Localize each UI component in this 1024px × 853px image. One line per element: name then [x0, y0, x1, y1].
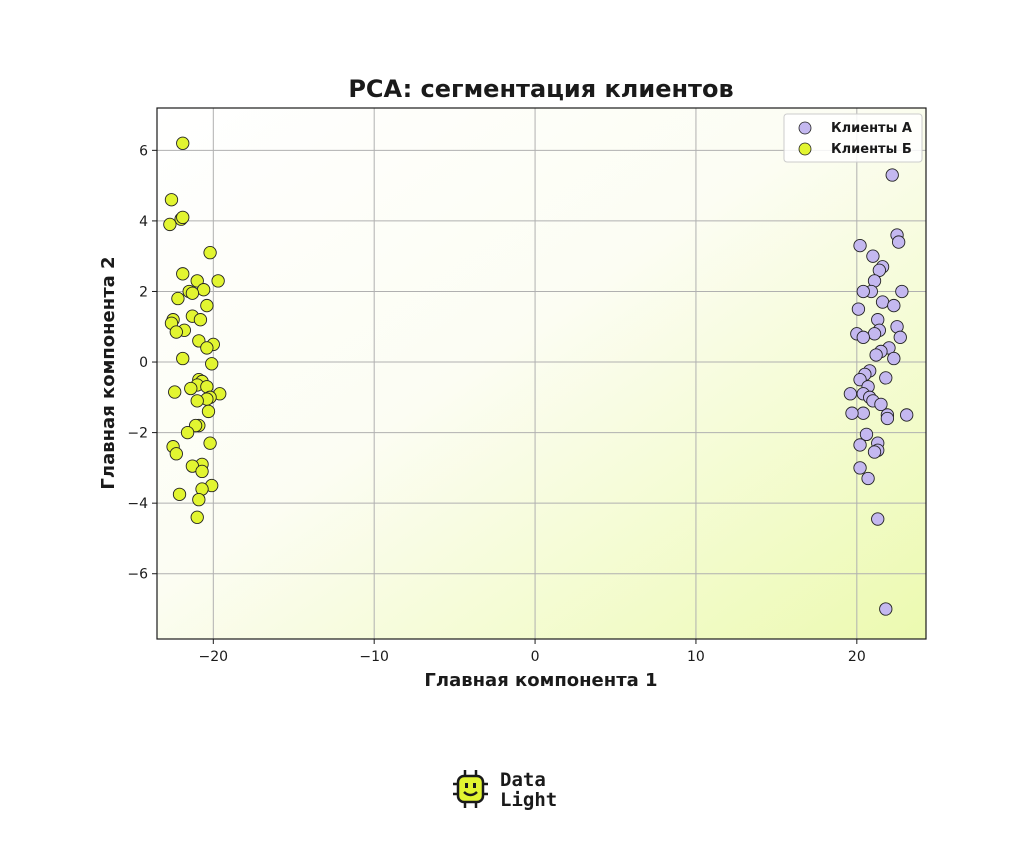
point-clients-a: [856, 330, 870, 344]
y-tick-label: 2: [139, 284, 148, 300]
point-clients-b: [211, 274, 225, 288]
point-clients-b: [185, 286, 200, 300]
point-clients-a: [871, 512, 885, 526]
point-clients-b: [192, 492, 206, 507]
point-clients-a: [845, 406, 859, 420]
point-clients-a: [900, 408, 914, 422]
data-points: [163, 136, 914, 616]
y-axis-label: Главная компонента 2: [98, 256, 119, 489]
legend-marker-a: [798, 121, 812, 135]
x-tick-label: 0: [531, 649, 540, 665]
point-clients-b: [190, 394, 204, 408]
legend-marker-b: [798, 142, 812, 156]
point-clients-a: [879, 602, 893, 616]
legend: Клиенты А Клиенты Б: [783, 113, 923, 163]
x-tick-label: 20: [848, 649, 866, 665]
point-clients-b: [180, 425, 195, 440]
point-clients-a: [885, 168, 899, 182]
plot-frame: [156, 107, 927, 640]
point-clients-a: [887, 298, 901, 313]
logo-text: Data Light: [500, 770, 557, 810]
y-tick-label: −6: [127, 567, 148, 583]
x-tick-label: 10: [687, 649, 705, 665]
y-tick-label: 6: [139, 143, 148, 159]
point-clients-a: [895, 284, 909, 299]
point-clients-b: [193, 313, 208, 327]
point-clients-a: [880, 411, 895, 426]
point-clients-b: [197, 283, 211, 297]
point-clients-b: [200, 298, 214, 313]
point-clients-b: [169, 325, 183, 339]
point-clients-b: [169, 447, 183, 461]
point-clients-a: [887, 351, 901, 366]
y-tick-label: 4: [139, 214, 148, 230]
point-clients-b: [190, 510, 204, 524]
point-clients-b: [163, 217, 177, 232]
legend-box: [783, 113, 923, 163]
point-clients-b: [184, 381, 198, 396]
point-clients-a: [851, 302, 866, 316]
point-clients-b: [203, 246, 217, 260]
x-tick-label: −10: [359, 649, 389, 665]
point-clients-a: [879, 371, 893, 385]
point-clients-a: [856, 284, 870, 299]
point-clients-a: [874, 397, 888, 412]
point-clients-a: [867, 445, 882, 459]
point-clients-b: [176, 267, 190, 281]
data-light-logo: Data Light: [452, 768, 582, 816]
point-clients-b: [200, 341, 214, 355]
point-clients-a: [843, 387, 858, 401]
y-tick-label: −4: [127, 496, 148, 512]
point-clients-a: [853, 461, 867, 475]
point-clients-b: [164, 193, 179, 207]
point-clients-a: [859, 427, 874, 442]
point-clients-a: [853, 238, 867, 253]
point-clients-b: [172, 487, 187, 501]
x-tick-label: −20: [199, 649, 229, 665]
point-clients-b: [203, 436, 217, 450]
point-clients-a: [875, 295, 890, 309]
grid-lines: [157, 108, 926, 639]
point-clients-a: [856, 406, 870, 420]
point-clients-a: [869, 348, 883, 362]
y-axis-ticks: −6 −4 −2 0 2 4 6: [127, 143, 157, 583]
y-tick-label: 0: [139, 355, 148, 371]
point-clients-a: [853, 438, 867, 452]
point-clients-b: [195, 464, 209, 479]
smiling-chip-icon: [453, 770, 488, 808]
logo-line-2: Light: [500, 789, 558, 811]
y-tick-label: −2: [127, 426, 148, 442]
point-clients-b: [176, 210, 190, 225]
point-clients-b: [176, 351, 190, 366]
point-clients-a: [866, 249, 880, 263]
point-clients-b: [171, 291, 185, 306]
point-clients-b: [168, 385, 182, 399]
x-axis-ticks: −20 −10 0 10 20: [199, 639, 866, 665]
point-clients-a: [892, 235, 906, 249]
point-clients-a: [861, 471, 875, 486]
logo-line-1: Data: [500, 769, 546, 791]
plot-background: [157, 108, 926, 639]
point-clients-b: [205, 357, 219, 371]
x-axis-label: Главная компонента 1: [424, 670, 657, 691]
legend-label-a: Клиенты А: [831, 121, 912, 136]
point-clients-a: [893, 330, 907, 344]
point-clients-b: [201, 404, 216, 419]
chart-title: PCA: сегментация клиентов: [348, 75, 733, 103]
point-clients-a: [867, 327, 882, 341]
point-clients-b: [176, 136, 190, 150]
legend-label-b: Клиенты Б: [831, 142, 912, 157]
